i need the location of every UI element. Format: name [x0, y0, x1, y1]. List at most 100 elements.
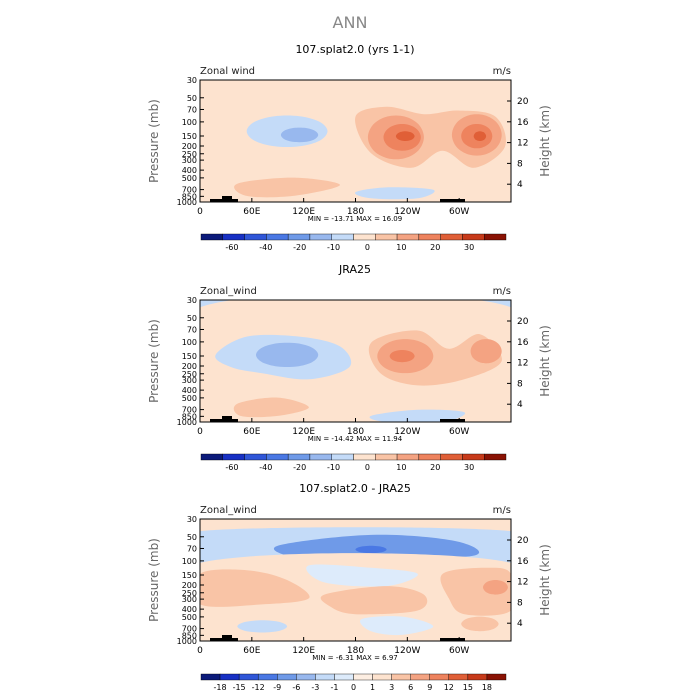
colorbar-swatch	[266, 233, 289, 241]
y-tick-label: 50	[187, 94, 197, 103]
contour-field	[200, 80, 511, 202]
y-tick-label: 30	[187, 76, 197, 85]
contour-region-11	[360, 616, 434, 636]
y-tick-label: 200	[182, 581, 197, 590]
colorbar-label: -20	[293, 463, 306, 472]
y-tick-label: 1000	[177, 418, 197, 427]
y-tick-label: 700	[182, 186, 197, 195]
colorbar-swatch	[334, 673, 354, 681]
y-tick-label: 300	[182, 376, 197, 385]
contour-field	[200, 300, 511, 422]
colorbar-swatch	[200, 673, 221, 681]
y-axis-title: Pressure (mb)	[147, 319, 161, 403]
height-tick-label: 16	[517, 557, 529, 567]
x-tick-label: 60W	[449, 646, 469, 656]
colorbar-swatch	[484, 453, 507, 461]
colorbar-swatch	[410, 673, 430, 681]
x-tick-label: 180	[347, 427, 364, 437]
contour-region-1	[200, 88, 511, 185]
colorbar-label: -12	[252, 683, 265, 692]
colorbar-swatch	[222, 233, 245, 241]
x-tick-label: 120W	[394, 207, 420, 217]
y-tick-label: 70	[187, 105, 197, 114]
colorbar-swatch	[375, 453, 398, 461]
colorbar-swatch	[296, 673, 316, 681]
height-tick-label: 16	[517, 118, 529, 128]
topography-block	[210, 638, 238, 641]
figure-title: ANN	[333, 13, 368, 32]
colorbar-label: 10	[396, 463, 406, 472]
contour-region-12	[237, 620, 288, 633]
colorbar-swatch	[418, 233, 441, 241]
colorbar-label: -60	[225, 463, 238, 472]
y-tick-label: 30	[187, 296, 197, 305]
colorbar-swatch	[257, 673, 278, 681]
y-tick-label: 850	[182, 192, 197, 201]
x-tick-label: 0	[197, 427, 203, 437]
colorbar-label: 10	[396, 243, 406, 252]
units-label: m/s	[493, 286, 511, 297]
colorbar-label: -9	[273, 683, 281, 692]
field-label: Zonal_wind	[200, 505, 257, 516]
colorbar-swatch	[287, 453, 311, 461]
y-tick-label: 250	[182, 589, 197, 598]
height-tick-label: 4	[517, 619, 523, 629]
y-tick-label: 30	[187, 515, 197, 524]
colorbar-swatch	[486, 673, 507, 681]
colorbar-swatch	[309, 453, 332, 461]
units-label: m/s	[493, 66, 511, 77]
colorbar-swatch	[440, 453, 463, 461]
y-tick-label: 200	[182, 362, 197, 371]
min-max-label: MIN = -14.42 MAX = 11.94	[308, 435, 403, 443]
contour-region-6	[306, 564, 418, 587]
colorbar-swatch	[467, 673, 488, 681]
y-axis-title: Pressure (mb)	[147, 99, 161, 183]
topography-block	[440, 638, 465, 641]
colorbar-swatch	[484, 233, 507, 241]
contour-region-9	[233, 397, 309, 418]
panel-1: 107.splat2.0 (yrs 1-1) Zonal wind m/s 30 50 7…	[147, 43, 552, 252]
contour-region-8	[320, 586, 428, 615]
height-tick-label: 16	[517, 338, 529, 348]
colorbar-label: -10	[327, 463, 340, 472]
y-tick-label: 50	[187, 533, 197, 542]
contour-region-10	[369, 409, 466, 422]
contour-region-10	[473, 131, 487, 141]
units-label: m/s	[493, 505, 511, 516]
topography-block	[440, 199, 465, 202]
colorbar-label: 30	[464, 243, 474, 252]
colorbar-swatch	[440, 233, 463, 241]
x-tick-label: 180	[347, 207, 364, 217]
height-tick-label: 8	[517, 379, 523, 389]
x-tick-label: 120E	[292, 207, 315, 217]
colorbar-swatch	[331, 453, 354, 461]
colorbar-swatch	[429, 673, 450, 681]
topography-block	[210, 199, 238, 202]
contour-region-7	[470, 339, 502, 364]
colorbar-label: 3	[389, 683, 394, 692]
field-label: Zonal_wind	[200, 286, 257, 297]
x-tick-label: 120W	[394, 427, 420, 437]
min-max-label: MIN = -6.31 MAX = 6.97	[312, 654, 398, 662]
x-tick-label: 60E	[243, 427, 260, 437]
y-tick-label: 400	[182, 386, 197, 395]
y-tick-label: 300	[182, 595, 197, 604]
x-tick-label: 60W	[449, 427, 469, 437]
colorbar-swatch	[418, 453, 441, 461]
colorbar-swatch	[266, 453, 289, 461]
topography-block	[440, 419, 465, 422]
y-tick-label: 200	[182, 142, 197, 151]
colorbar-swatch	[462, 453, 485, 461]
x-tick-label: 120W	[394, 646, 420, 656]
right-axis-title: Height (km)	[538, 105, 552, 176]
y-tick-label: 500	[182, 394, 197, 403]
x-tick-label: 0	[197, 646, 203, 656]
colorbar-swatch	[462, 233, 485, 241]
colorbar-swatch	[200, 233, 223, 241]
colorbar-label: -15	[233, 683, 246, 692]
contour-region-3	[280, 127, 319, 143]
contour-region-12	[354, 187, 435, 200]
